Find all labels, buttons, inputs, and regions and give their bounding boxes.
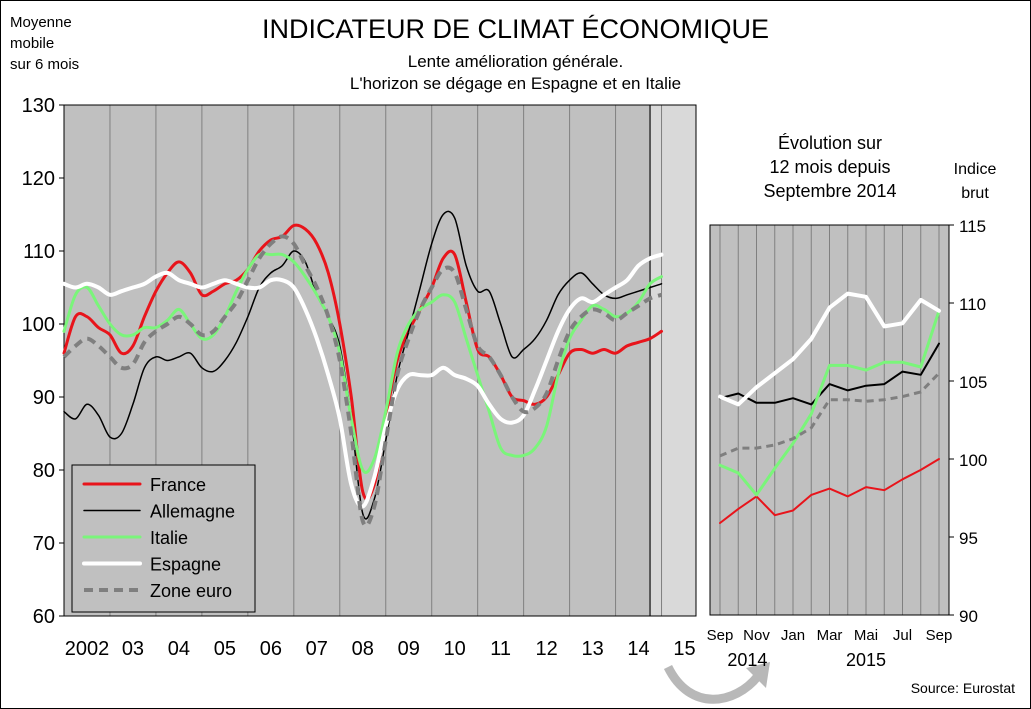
main-y-tick-label-60: 60 — [33, 606, 55, 628]
right-y-tick-label-110: 110 — [959, 295, 986, 314]
subtitle-line-2: L'horizon se dégage en Espagne et en Ita… — [349, 74, 682, 93]
main-x-tick-label-03: 03 — [122, 638, 144, 660]
legend-label-allemagne: Allemagne — [150, 502, 235, 522]
main-x-tick-label-2002: 2002 — [65, 638, 110, 660]
right-x-tick-label-6: Mar — [817, 627, 843, 644]
main-x-tick-label-05: 05 — [214, 638, 236, 660]
main-y-tick-label-80: 80 — [33, 460, 55, 482]
subtitle-line-1: Lente amélioration générale. — [407, 52, 624, 71]
main-x-tick-label-04: 04 — [168, 638, 190, 660]
main-x-tick-label-10: 10 — [444, 638, 466, 660]
main-y-tick-label-130: 130 — [22, 95, 55, 117]
right-x-tick-label-12: Sep — [926, 627, 953, 644]
main-ylabel-line-2: mobile — [10, 35, 55, 52]
right-x-tick-label-10: Jul — [893, 627, 912, 644]
main-ylabel-line-1: Moyenne — [10, 14, 72, 31]
main-x-tick-label-12: 12 — [535, 638, 557, 660]
main-ylabel-line-3: sur 6 mois — [10, 56, 80, 73]
right-series-allemagne — [719, 342, 940, 406]
main-plot-border — [63, 104, 697, 617]
legend-label-france: France — [150, 475, 206, 495]
right-x-tick-label-0: Sep — [707, 627, 734, 644]
main-x-tick-label-07: 07 — [306, 638, 328, 660]
legend-label-zone-euro: Zone euro — [150, 581, 232, 601]
main-x-tick-label-13: 13 — [581, 638, 603, 660]
transition-arrow-body — [663, 664, 762, 704]
right-title-line-1: Évolution sur — [777, 133, 883, 153]
right-ylabel-line-2: brut — [961, 185, 989, 202]
right-y-axis-label: Indice brut — [935, 158, 1015, 206]
main-y-tick-label-120: 120 — [22, 168, 55, 190]
main-series-zone-euro — [62, 234, 663, 528]
right-plot-border — [709, 224, 950, 616]
right-year-label-2015: 2015 — [846, 650, 886, 670]
main-x-tick-label-14: 14 — [627, 638, 649, 660]
right-year-label-2014: 2014 — [727, 650, 767, 670]
right-y-tick-label-95: 95 — [959, 529, 978, 548]
main-y-axis-label: Moyenne mobile sur 6 mois — [10, 12, 79, 75]
main-highlight-region — [650, 105, 696, 616]
main-series-espagne — [62, 252, 664, 509]
main-series-italie — [62, 252, 663, 474]
chart-subtitle: Lente amélioration générale. L'horizon s… — [0, 51, 1031, 95]
main-series-allemagne — [63, 210, 663, 520]
right-series-espagne — [718, 291, 941, 407]
main-x-tick-label-09: 09 — [398, 638, 420, 660]
right-y-tick-label-105: 105 — [959, 373, 987, 392]
right-panel-title: Évolution sur 12 mois depuis Septembre 2… — [730, 131, 930, 203]
main-x-tick-label-15: 15 — [673, 638, 695, 660]
chart-title: INDICATEUR DE CLIMAT ÉCONOMIQUE — [261, 14, 770, 44]
main-y-tick-label-100: 100 — [22, 314, 55, 336]
main-y-tick-label-110: 110 — [23, 241, 55, 263]
right-x-tick-label-8: Mai — [854, 627, 878, 644]
right-y-tick-label-100: 100 — [959, 451, 987, 470]
main-x-tick-label-11: 11 — [490, 638, 511, 660]
right-ylabel-line-1: Indice — [953, 161, 997, 178]
main-x-tick-label-08: 08 — [352, 638, 374, 660]
right-series-zone-euro — [719, 372, 941, 458]
main-y-tick-label-70: 70 — [33, 533, 55, 555]
right-y-tick-label-115: 115 — [959, 217, 986, 236]
right-x-tick-label-2: Nov — [743, 627, 770, 644]
legend-label-espagne: Espagne — [150, 555, 221, 575]
main-x-tick-label-06: 06 — [260, 638, 282, 660]
right-title-line-3: Septembre 2014 — [763, 181, 897, 201]
source-note: Source: Eurostat — [910, 680, 1015, 696]
right-title-line-2: 12 mois depuis — [769, 157, 891, 177]
right-x-tick-label-4: Jan — [781, 627, 805, 644]
right-y-tick-label-90: 90 — [959, 607, 978, 626]
transition-arrow-head — [746, 662, 770, 688]
right-series-italie — [718, 309, 941, 497]
legend-label-italie: Italie — [150, 528, 188, 548]
main-y-tick-label-90: 90 — [33, 387, 55, 409]
